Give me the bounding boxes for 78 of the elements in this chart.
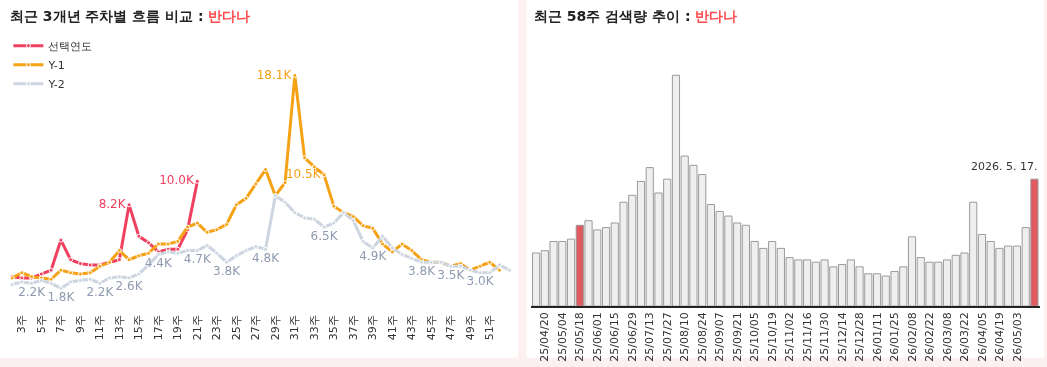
x-tick-label: 47주 [444, 315, 458, 341]
x-tick-label: 25/10/05 [748, 312, 762, 362]
data-label: 3.5K [437, 267, 466, 282]
x-tick-label: 17주 [151, 315, 165, 341]
x-tick-label: 25주 [229, 315, 243, 341]
x-tick-label: 51주 [483, 315, 497, 341]
legend-label: Y-1 [47, 58, 65, 72]
data-label: 4.7K [183, 252, 212, 267]
x-tick-label: 25/12/14 [835, 312, 849, 362]
x-tick-label: 26/04/19 [993, 312, 1007, 362]
chart-subtitle: 반다나 [208, 8, 251, 24]
x-tick-label: 11주 [93, 315, 107, 341]
data-label: 10.5K [285, 166, 322, 181]
x-tick-label: 25/08/10 [678, 312, 692, 362]
data-label: 2.2K [86, 284, 115, 299]
x-tick-label: 26/03/22 [958, 312, 972, 362]
x-tick-label: 25/08/24 [695, 312, 709, 362]
x-tick-label: 25/07/27 [660, 312, 674, 362]
x-tick-label: 25/12/28 [853, 312, 867, 362]
data-label: 2.2K [18, 284, 47, 299]
x-tick-label: 27주 [249, 315, 263, 341]
x-tick-label: 25/09/21 [730, 312, 744, 362]
data-label: 4.4K [144, 255, 173, 270]
x-tick-label: 26/03/08 [940, 312, 954, 362]
annotation: 2026. 5. 17. [971, 160, 1038, 173]
x-tick-label: 5주 [34, 315, 48, 334]
data-label: 6.5K [310, 228, 339, 243]
x-tick-label: 35주 [327, 315, 341, 341]
x-tick-label: 49주 [463, 315, 477, 341]
data-label: 4.9K [359, 249, 388, 264]
data-label: 2.6K [115, 279, 144, 294]
x-tick-label: 25/05/18 [573, 312, 587, 362]
legend-label: 선택연도 [48, 39, 93, 53]
x-tick-label: 25/11/30 [818, 312, 832, 362]
x-tick-label: 15주 [132, 315, 146, 341]
data-label: 3.8K [213, 263, 242, 278]
x-tick-label: 25/06/01 [590, 312, 604, 362]
x-tick-label: 25/09/07 [713, 312, 727, 362]
x-tick-label: 3주 [15, 315, 29, 334]
x-tick-label: 31주 [288, 315, 302, 341]
data-label: 10.0K [159, 173, 195, 188]
data-label: 1.8K [47, 289, 76, 304]
chart-title: 최근 3개년 주차별 흐름 비교 : [10, 8, 204, 24]
x-tick-label: 19주 [171, 315, 185, 341]
x-tick-label: 41주 [385, 315, 399, 341]
x-tick-label: 29주 [268, 315, 282, 341]
data-label: 18.1K [256, 67, 293, 82]
chart-subtitle: 반다나 [695, 8, 738, 24]
x-tick-label: 45주 [424, 315, 438, 341]
x-tick-label: 25/06/29 [625, 312, 639, 362]
x-tick-label: 25/11/02 [783, 312, 797, 362]
x-tick-label: 39주 [366, 315, 380, 341]
x-tick-label: 25/07/13 [643, 312, 657, 362]
legend-label: Y-2 [47, 77, 65, 91]
x-tick-label: 37주 [346, 315, 360, 341]
x-tick-label: 25/10/19 [765, 312, 779, 362]
x-tick-label: 26/01/11 [870, 312, 884, 362]
x-tick-label: 26/02/08 [905, 312, 919, 362]
x-tick-label: 9주 [73, 315, 87, 334]
x-tick-label: 25/06/15 [608, 312, 622, 362]
data-label: 3.8K [408, 263, 437, 278]
x-tick-label: 26/01/25 [888, 312, 902, 362]
x-tick-label: 26/05/03 [1010, 312, 1024, 362]
x-tick-label: 26/02/22 [923, 312, 937, 362]
x-tick-label: 43주 [405, 315, 419, 341]
data-label: 3.0K [466, 274, 495, 289]
x-tick-label: 13주 [112, 315, 126, 341]
x-tick-label: 23주 [210, 315, 224, 341]
x-tick-label: 25/05/04 [555, 312, 569, 362]
x-tick-label: 33주 [307, 315, 321, 341]
x-tick-label: 26/04/05 [975, 312, 989, 362]
x-tick-label: 7주 [54, 315, 68, 334]
data-label: 4.8K [252, 250, 281, 265]
x-tick-label: 25/04/20 [538, 312, 552, 362]
x-tick-label: 21주 [190, 315, 204, 341]
data-label: 8.2K [98, 196, 127, 211]
x-tick-label: 25/11/16 [800, 312, 814, 362]
chart-title: 최근 58주 검색량 추이 : [534, 8, 691, 24]
